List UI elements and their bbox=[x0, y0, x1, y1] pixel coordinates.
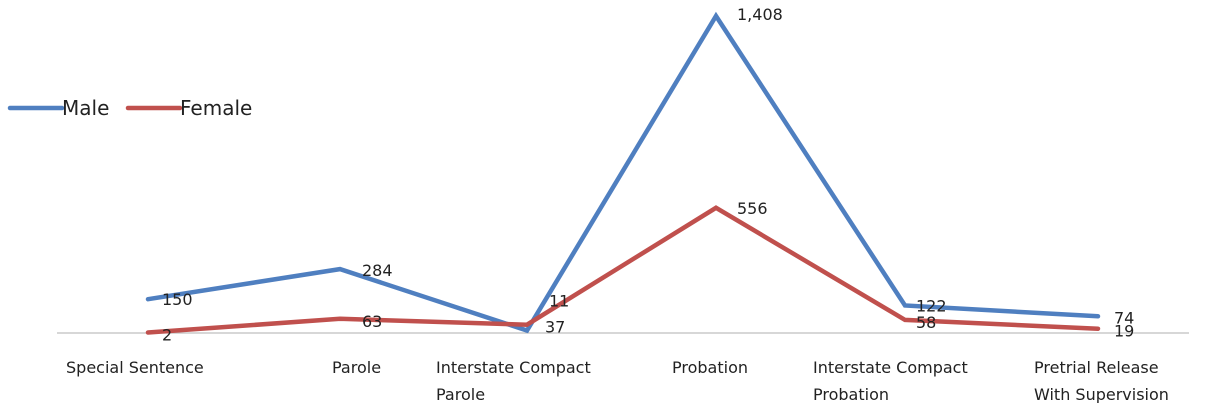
data-label-male-5: 74 bbox=[1114, 308, 1134, 327]
data-label-female-4: 58 bbox=[916, 313, 936, 332]
data-label-female-1: 63 bbox=[362, 312, 382, 331]
category-label-1-line-0: Parole bbox=[332, 358, 381, 377]
series-line-male bbox=[145, 11, 1101, 334]
series-layer bbox=[145, 11, 1101, 335]
data-label-male-3: 1,408 bbox=[737, 5, 783, 24]
data-label-male-1: 284 bbox=[362, 261, 393, 280]
data-label-male-4: 122 bbox=[916, 297, 947, 316]
data-label-male-2: 11 bbox=[549, 292, 569, 311]
category-label-0-line-0: Special Sentence bbox=[66, 358, 204, 377]
category-label-4-line-1: Probation bbox=[813, 385, 889, 403]
data-label-male-0: 150 bbox=[162, 290, 193, 309]
data-label-female-3: 556 bbox=[737, 199, 768, 218]
category-label-2-line-0: Interstate Compact bbox=[436, 358, 591, 377]
data-label-female-5: 19 bbox=[1114, 322, 1134, 341]
category-label-4-line-0: Interstate Compact bbox=[813, 358, 968, 377]
series-line-female bbox=[145, 205, 1101, 335]
category-label-layer: Special Sentence Parole Interstate Compact… bbox=[66, 358, 1169, 403]
data-label-female-0: 2 bbox=[162, 326, 172, 345]
category-label-3-line-0: Probation bbox=[672, 358, 748, 377]
legend-label-female: Female bbox=[180, 96, 252, 120]
category-label-5-line-1: With Supervision bbox=[1034, 385, 1169, 403]
legend: Male Female bbox=[7, 96, 252, 120]
data-label-female-2: 37 bbox=[545, 318, 565, 337]
category-label-2-line-1: Parole bbox=[436, 385, 485, 403]
data-label-layer: 150 284 11 1,408 122 74 2 63 37 556 58 19 bbox=[162, 5, 1134, 345]
category-label-5-line-0: Pretrial Release bbox=[1034, 358, 1159, 377]
legend-label-male: Male bbox=[62, 96, 109, 120]
